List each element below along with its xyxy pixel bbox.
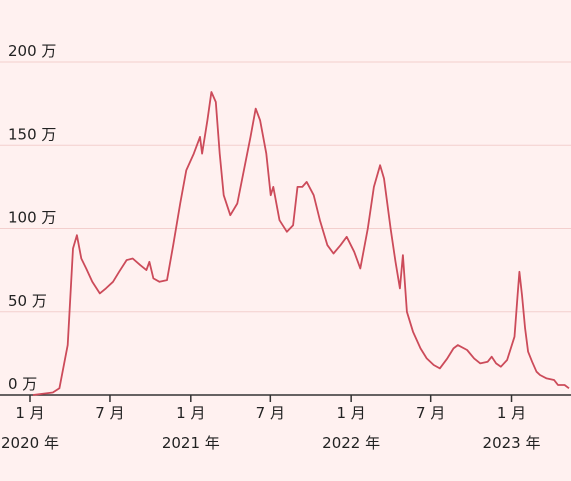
x-tick-year-label: 2021 年: [162, 434, 220, 452]
series-line: [32, 91, 570, 396]
y-tick-label: 100 万: [8, 209, 56, 227]
y-tick-label: 150 万: [8, 125, 56, 143]
x-tick-month-label: 1 月: [497, 404, 526, 422]
x-tick-month-label: 7 月: [416, 404, 445, 422]
x-tick-month-label: 1 月: [176, 404, 205, 422]
y-tick-label: 50 万: [8, 292, 47, 310]
x-tick-year-label: 2022 年: [322, 434, 380, 452]
x-tick-month-label: 1 月: [15, 404, 44, 422]
y-axis-tick-labels: 0 万 50 万 100 万 150 万 200 万: [8, 42, 56, 393]
x-tick-month-label: 7 月: [95, 404, 124, 422]
y-tick-label: 0 万: [8, 375, 37, 393]
x-tick-year-label: 2023 年: [483, 434, 541, 452]
gridlines: [0, 61, 571, 313]
x-tick-year-label: 2020 年: [1, 434, 59, 452]
y-tick-label: 200 万: [8, 42, 56, 60]
x-axis-ticks: 1 月 2020 年 7 月 1 月 2021 年 7 月 1 月 2022 年 7 月 1 月 2…: [1, 395, 540, 452]
x-tick-month-label: 7 月: [256, 404, 285, 422]
x-tick-month-label: 1 月: [337, 404, 366, 422]
